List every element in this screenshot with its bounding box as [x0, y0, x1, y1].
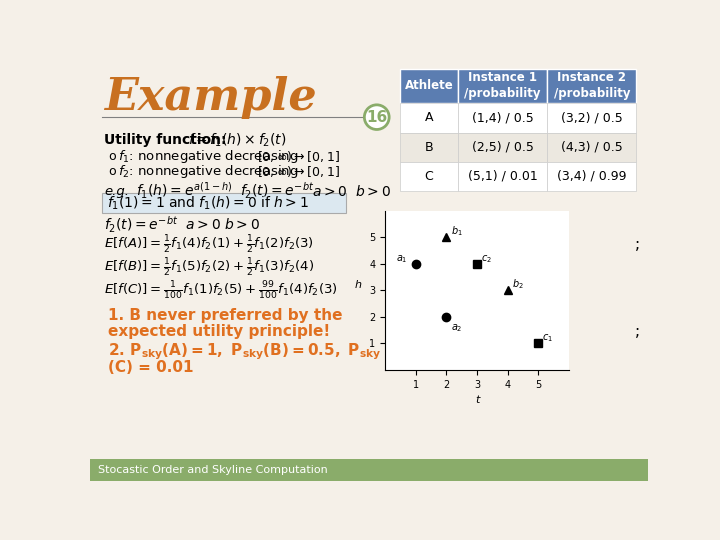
Text: $a_2$: $a_2$	[451, 323, 462, 334]
FancyBboxPatch shape	[547, 103, 636, 132]
Text: (3,2) / 0.5: (3,2) / 0.5	[561, 111, 623, 124]
Text: Instance 1
/probability: Instance 1 /probability	[464, 71, 541, 100]
Text: Athlete: Athlete	[405, 79, 454, 92]
Text: $c_1$: $c_1$	[542, 333, 554, 345]
FancyBboxPatch shape	[547, 69, 636, 103]
Text: Utility function:: Utility function:	[104, 133, 227, 147]
Text: $f_2(t)=e^{-bt}$: $f_2(t)=e^{-bt}$	[240, 181, 314, 201]
FancyBboxPatch shape	[400, 69, 458, 103]
FancyBboxPatch shape	[400, 162, 458, 191]
Text: (C) = 0.01: (C) = 0.01	[108, 360, 194, 375]
FancyBboxPatch shape	[400, 103, 458, 132]
FancyBboxPatch shape	[458, 132, 547, 162]
Text: $[0,\infty)\rightarrow[0,1]$: $[0,\infty)\rightarrow[0,1]$	[258, 164, 341, 179]
Text: $E[f(B)]=\frac{1}{2}f_1(5)f_2(2)+\frac{1}{2}f_1(3)f_2(4)$: $E[f(B)]=\frac{1}{2}f_1(5)f_2(2)+\frac{1…	[104, 257, 314, 279]
Text: $b_1$: $b_1$	[451, 225, 462, 238]
Text: A: A	[425, 111, 433, 124]
Text: o: o	[108, 165, 115, 178]
FancyBboxPatch shape	[547, 132, 636, 162]
Text: (1,4) / 0.5: (1,4) / 0.5	[472, 111, 534, 124]
Text: $f_2(t)=e^{-bt}\ \ a>0\ b>0$: $f_2(t)=e^{-bt}\ \ a>0\ b>0$	[104, 215, 260, 235]
Text: Stocastic Order and Skyline Computation: Stocastic Order and Skyline Computation	[98, 465, 328, 475]
FancyBboxPatch shape	[90, 459, 648, 481]
FancyBboxPatch shape	[400, 132, 458, 162]
Text: B: B	[425, 141, 433, 154]
Text: e.g.: e.g.	[104, 185, 129, 198]
Text: $f = f_1(h) \times f_2(t)$: $f = f_1(h) \times f_2(t)$	[188, 132, 286, 149]
Text: Example: Example	[104, 76, 317, 119]
Text: $[0,\infty)\rightarrow[0,1]$: $[0,\infty)\rightarrow[0,1]$	[258, 149, 341, 164]
FancyBboxPatch shape	[547, 162, 636, 191]
Text: (3,4) / 0.99: (3,4) / 0.99	[557, 170, 626, 183]
Text: $f_1$: nonnegative decreasing: $f_1$: nonnegative decreasing	[118, 148, 298, 165]
Text: C: C	[425, 170, 433, 183]
Text: $b_2$: $b_2$	[512, 278, 523, 291]
Text: (5,1) / 0.01: (5,1) / 0.01	[468, 170, 538, 183]
FancyBboxPatch shape	[458, 162, 547, 191]
Text: $a>0\ \ b>0$: $a>0\ \ b>0$	[312, 184, 391, 199]
Text: ;: ;	[635, 238, 640, 253]
Text: (4,3) / 0.5: (4,3) / 0.5	[561, 141, 623, 154]
X-axis label: t: t	[474, 395, 480, 405]
FancyBboxPatch shape	[102, 193, 346, 213]
Text: $E[f(C)]=\frac{1}{100}f_1(1)f_2(5)+\frac{99}{100}f_1(4)f_2(3)$: $E[f(C)]=\frac{1}{100}f_1(1)f_2(5)+\frac…	[104, 280, 338, 302]
FancyBboxPatch shape	[458, 103, 547, 132]
Text: $E[f(A)]=\frac{1}{2}f_1(4)f_2(1)+\frac{1}{2}f_1(2)f_2(3)$: $E[f(A)]=\frac{1}{2}f_1(4)f_2(1)+\frac{1…	[104, 234, 314, 256]
Text: $c_2$: $c_2$	[481, 253, 492, 265]
Text: 16: 16	[366, 110, 387, 125]
Text: $f_2$: nonnegative decreasing: $f_2$: nonnegative decreasing	[118, 163, 298, 180]
FancyBboxPatch shape	[458, 69, 547, 103]
Text: $f_1(1)=1$ and $f_1(h)=0$ if $h>1$: $f_1(1)=1$ and $f_1(h)=0$ if $h>1$	[107, 195, 309, 212]
Text: ;: ;	[635, 325, 640, 340]
Text: 1. B never preferred by the: 1. B never preferred by the	[108, 308, 342, 322]
Y-axis label: h: h	[355, 280, 361, 291]
Circle shape	[364, 105, 389, 130]
Text: 2. $\mathbf{P_{sky}(A)=1,\ P_{sky}(B)=0.5,\ P_{sky}}$: 2. $\mathbf{P_{sky}(A)=1,\ P_{sky}(B)=0.…	[108, 341, 382, 362]
Text: expected utility principle!: expected utility principle!	[108, 325, 330, 340]
Text: $f_1(h)=e^{a(1-h)}$: $f_1(h)=e^{a(1-h)}$	[137, 181, 233, 201]
Text: Instance 2
/probability: Instance 2 /probability	[554, 71, 630, 100]
Text: $a_1$: $a_1$	[396, 253, 408, 265]
Text: (2,5) / 0.5: (2,5) / 0.5	[472, 141, 534, 154]
Text: o: o	[108, 150, 115, 163]
